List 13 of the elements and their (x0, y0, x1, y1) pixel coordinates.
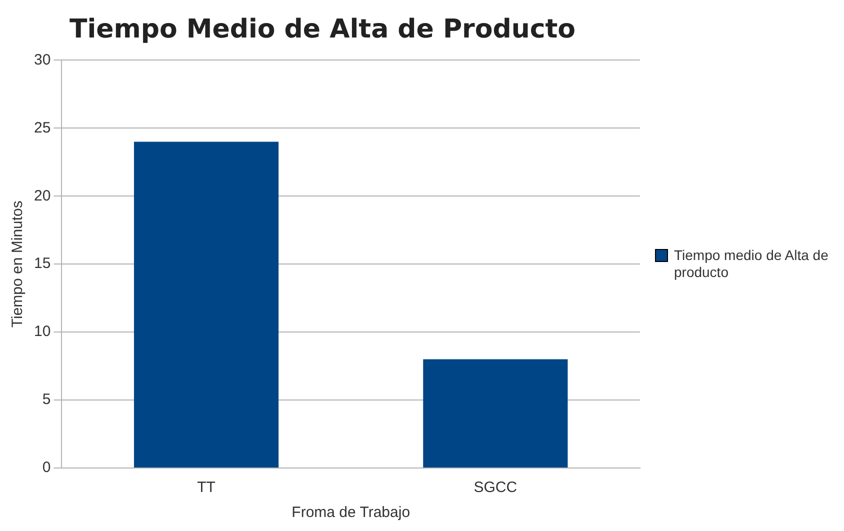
y-tick-label: 0 (42, 459, 51, 476)
y-tick-label: 15 (34, 255, 51, 272)
y-tick-label: 30 (34, 51, 51, 68)
y-axis-title: Tiempo en Minutos (9, 200, 26, 328)
x-axis-title: Froma de Trabajo (292, 504, 410, 522)
y-tick-label: 25 (34, 119, 51, 136)
legend-label: Tiempo medio de Alta de producto (674, 247, 830, 282)
y-tick-label: 10 (34, 323, 51, 340)
y-tick-label: 5 (42, 391, 51, 408)
x-tick-label: SGCC (474, 479, 518, 496)
y-tick-label: 20 (34, 187, 51, 204)
chart-title: Tiempo Medio de Alta de Producto (69, 14, 576, 44)
x-tick-label: TT (197, 479, 216, 496)
